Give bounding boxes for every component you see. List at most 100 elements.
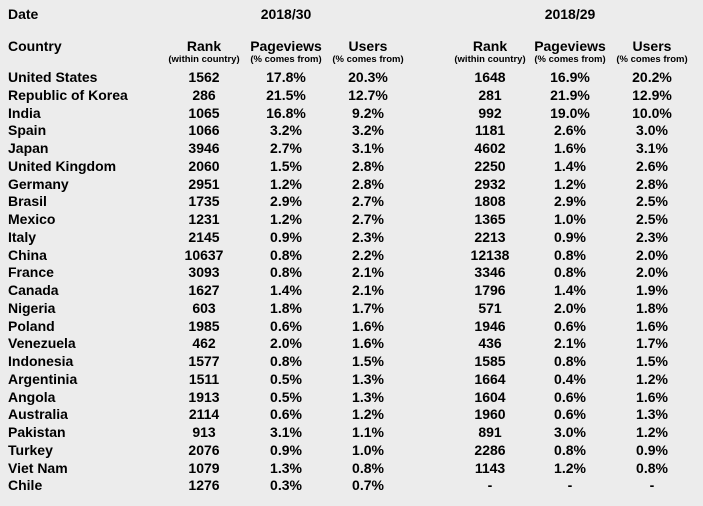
pageviews-w29-cell: 0.6% [554,317,586,334]
rank-w30-cell: 1066 [188,122,220,139]
users-w30-cell: 1.3% [352,388,384,405]
pageviews-w29-cell: 2.0% [554,299,586,316]
country-cell: Mexico [8,211,56,228]
pageviews-w30-cell: 1.8% [270,299,302,316]
rank-w30-cell: 1276 [188,477,220,494]
rank-w30-cell: 1079 [188,459,220,476]
users-w30-cell: 1.1% [352,424,384,441]
users-w29-cell: 3.0% [636,122,668,139]
header-spacing [8,25,703,39]
rank-w30-cell: 2145 [188,228,220,245]
pageviews-w30-cell: 17.8% [266,69,306,86]
table-row: Poland 1985 0.6% 1.6% 1946 0.6% 1.6% [8,318,703,336]
pageviews-w29-cell: 0.6% [554,406,586,423]
users-w30-cell: 9.2% [352,104,384,121]
pageviews-w29-cell: 1.4% [554,282,586,299]
rank-w30-cell: 2114 [188,406,220,423]
pageviews-w29-cell: 0.9% [554,228,586,245]
rank-w30-cell: 2060 [188,157,220,174]
country-cell: India [8,104,41,121]
table-row: China 10637 0.8% 2.2% 12138 0.8% 2.0% [8,247,703,265]
pageviews-w30-cell: 1.5% [270,157,302,174]
sub-header-row: (within country) (% comes from) (% comes… [8,54,703,69]
pageviews-w30-cell: 2.9% [270,193,302,210]
table-row: Venezuela 462 2.0% 1.6% 436 2.1% 1.7% [8,335,703,353]
pageviews-w30-cell: 0.6% [270,406,302,423]
users-w30-cell: 1.5% [352,353,384,370]
rank-w30-cell: 462 [192,335,216,352]
users-w29-cell: 1.2% [636,424,668,441]
users-w30-cell: 2.2% [352,246,384,263]
pageviews-w29-cell: 1.0% [554,211,586,228]
rank-w30-cell: 1562 [188,69,220,86]
rank-w29-cell: 992 [478,104,502,121]
users-w29-cell: 2.5% [636,193,668,210]
pageviews-w29-cell: 1.2% [554,175,586,192]
pageviews-w30-cell: 16.8% [266,104,306,121]
pageviews-w29-cell: 2.9% [554,193,586,210]
users-w30-cell: 2.3% [352,228,384,245]
users-w30-cell: 1.0% [352,441,384,458]
users-w29-cell: 2.8% [636,175,668,192]
rank-w29-cell: 436 [478,335,502,352]
country-cell: Australia [8,406,68,423]
pageviews-w29-cell: 1.6% [554,140,586,157]
users-w30-cell: 0.8% [352,459,384,476]
country-cell: United States [8,69,98,86]
pageviews-subheader-w29: (% comes from) [534,54,606,65]
table-row: United States 1562 17.8% 20.3% 1648 16.9… [8,69,703,87]
pageviews-w29-cell: 0.8% [554,264,586,281]
rank-w29-cell: 1648 [474,69,506,86]
rank-w29-cell: 1946 [474,317,506,334]
column-header-row: Country Rank Pageviews Users Rank Pagevi… [8,38,703,55]
country-cell: Japan [8,140,49,157]
rank-w29-cell: 1664 [474,370,506,387]
rank-w29-cell: 2286 [474,441,506,458]
rank-w30-cell: 1735 [188,193,220,210]
rank-subheader-w30: (within country) [168,54,240,65]
rank-w29-cell: 571 [478,299,502,316]
table-row: Angola 1913 0.5% 1.3% 1604 0.6% 1.6% [8,389,703,407]
rank-w29-cell: 1585 [474,353,506,370]
users-w29-cell: 1.6% [636,388,668,405]
rank-w30-cell: 10637 [184,246,224,263]
users-w30-cell: 2.1% [352,264,384,281]
rank-w30-cell: 913 [192,424,216,441]
table-row: Spain 1066 3.2% 3.2% 1181 2.6% 3.0% [8,122,703,140]
rank-w30-cell: 2076 [188,441,220,458]
table-row: Mexico 1231 1.2% 2.7% 1365 1.0% 2.5% [8,211,703,229]
date-label: Date [8,6,39,23]
table-row: Pakistan 913 3.1% 1.1% 891 3.0% 1.2% [8,424,703,442]
pageviews-header-w30: Pageviews [250,38,322,55]
pageviews-w30-cell: 0.9% [270,228,302,245]
country-cell: Argentinia [8,370,78,387]
pageviews-w30-cell: 3.1% [270,424,302,441]
rank-w29-cell: 281 [478,86,502,103]
rank-w29-cell: 1960 [474,406,506,423]
table-row: Chile 1276 0.3% 0.7% - - - [8,477,703,495]
pageviews-w30-cell: 0.6% [270,317,302,334]
users-w29-cell: - [649,477,655,494]
users-subheader-w29: (% comes from) [616,54,688,65]
rank-w30-cell: 2951 [188,175,220,192]
country-cell: Italy [8,228,37,245]
table-row: Republic of Korea 286 21.5% 12.7% 281 21… [8,87,703,105]
rank-w29-cell: 1796 [474,282,506,299]
pageviews-w29-cell: 2.6% [554,122,586,139]
rank-w29-cell: 1808 [474,193,506,210]
rank-w29-cell: 1604 [474,388,506,405]
table-row: Brasil 1735 2.9% 2.7% 1808 2.9% 2.5% [8,193,703,211]
users-w29-cell: 1.2% [636,370,668,387]
users-w29-cell: 0.8% [636,459,668,476]
pageviews-w30-cell: 0.8% [270,353,302,370]
users-w29-cell: 1.7% [636,335,668,352]
users-w29-cell: 12.9% [632,86,672,103]
users-w30-cell: 2.7% [352,193,384,210]
users-w29-cell: 10.0% [632,104,672,121]
pageviews-w30-cell: 1.2% [270,175,302,192]
pageviews-w29-cell: 19.0% [550,104,590,121]
country-cell: Indonesia [8,353,74,370]
table-row: Canada 1627 1.4% 2.1% 1796 1.4% 1.9% [8,282,703,300]
users-w30-cell: 3.1% [352,140,384,157]
